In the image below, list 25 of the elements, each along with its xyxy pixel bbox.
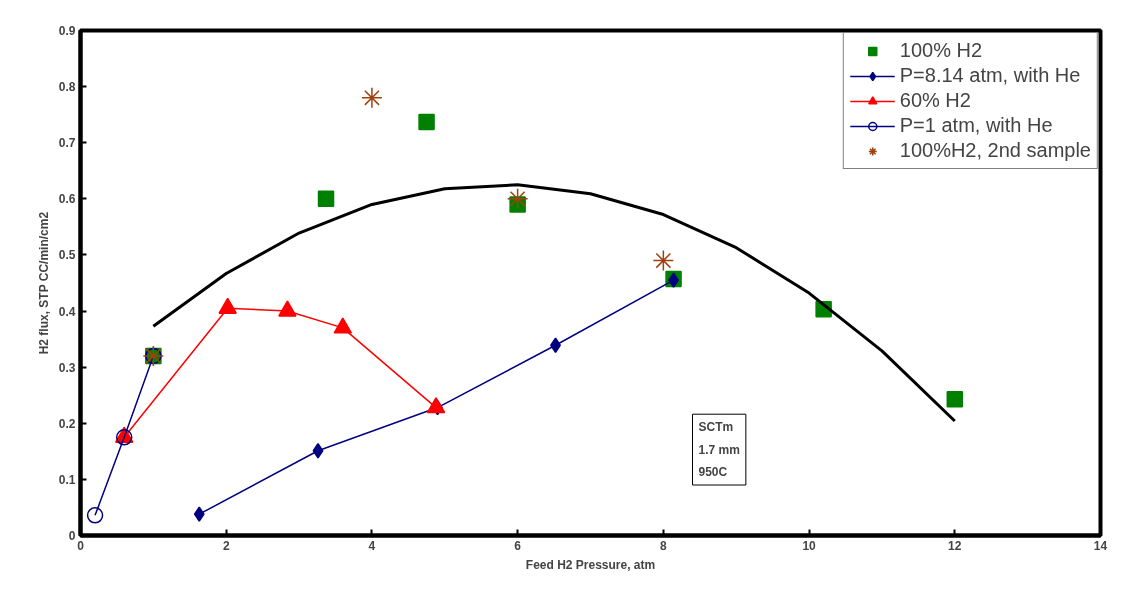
legend-label: P=8.14 atm, with He (899, 64, 1081, 87)
x-tick-label: 14 (1093, 538, 1108, 553)
y-tick-label: 0.9 (58, 24, 76, 38)
y-tick-label: 0.8 (58, 80, 76, 95)
x-axis-title: Feed H2 Pressure, atm (525, 557, 656, 572)
legend-label: 100% H2 (899, 39, 983, 62)
y-tick-label: 0.3 (58, 360, 76, 375)
legend-label: 60% H2 (899, 89, 971, 112)
y-tick-label: 0.2 (58, 416, 76, 431)
y-tick-label: 0 (68, 529, 76, 543)
y-tick-label: 0.5 (58, 248, 76, 263)
legend-label: 100%H2, 2nd sample (899, 139, 1091, 162)
legend-label: P=1 atm, with He (899, 114, 1053, 137)
annotation: SCTm 1.7 mm 950C (698, 420, 740, 479)
y-tick-label: 0.1 (58, 472, 76, 487)
x-tick-label: 4 (368, 538, 376, 553)
y-tick-label: 0.6 (58, 192, 76, 207)
x-tick-label: 8 (660, 538, 668, 553)
x-tick-label: 6 (514, 538, 522, 553)
x-tick-label: 2 (222, 538, 230, 553)
x-tick-label: 12 (948, 538, 962, 553)
y-axis-title: H2 flux, STP CC/min/cm2 (36, 211, 51, 355)
x-tick-label: 10 (802, 538, 817, 553)
y-tick-label: 0.4 (58, 304, 76, 319)
y-tick-label: 0.7 (58, 136, 76, 151)
